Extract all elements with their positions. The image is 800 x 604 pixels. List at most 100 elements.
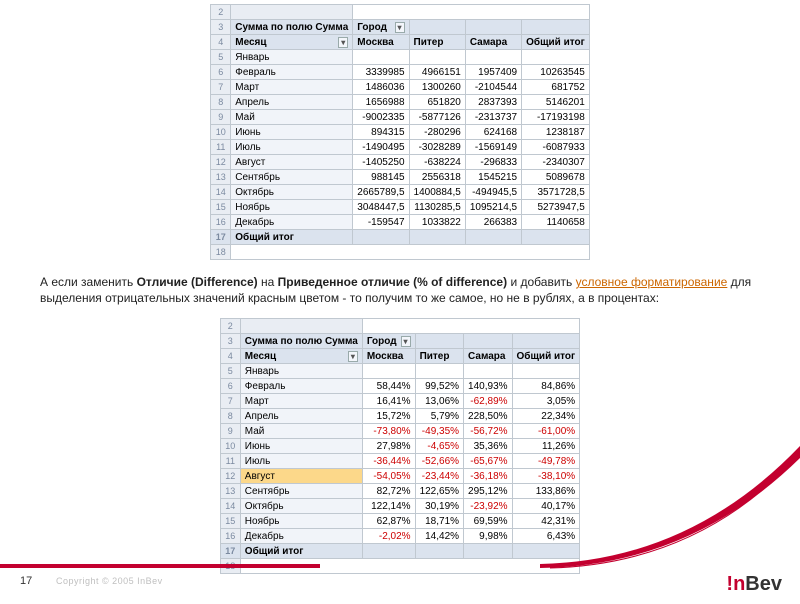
data-cell[interactable]: -9002335 (353, 110, 409, 125)
row-label[interactable]: Январь (240, 364, 362, 379)
data-cell[interactable]: 35,36% (464, 439, 512, 454)
data-cell[interactable]: 6,43% (512, 529, 580, 544)
row-label[interactable]: Январь (231, 50, 353, 65)
data-cell[interactable] (353, 50, 409, 65)
data-cell[interactable]: 1300260 (409, 80, 465, 95)
data-cell[interactable]: -494945,5 (465, 185, 521, 200)
data-cell[interactable]: 42,31% (512, 514, 580, 529)
data-cell[interactable]: 3048447,5 (353, 200, 409, 215)
row-label[interactable]: Ноябрь (240, 514, 362, 529)
row-label[interactable]: Февраль (240, 379, 362, 394)
column-header[interactable]: Питер (415, 349, 463, 364)
row-label[interactable]: Июнь (231, 125, 353, 140)
data-cell[interactable]: 99,52% (415, 379, 463, 394)
data-cell[interactable]: 122,65% (415, 484, 463, 499)
data-cell[interactable]: 2556318 (409, 170, 465, 185)
data-cell[interactable]: -5877126 (409, 110, 465, 125)
data-cell[interactable]: 1130285,5 (409, 200, 465, 215)
row-label[interactable]: Декабрь (240, 529, 362, 544)
data-cell[interactable]: 18,71% (415, 514, 463, 529)
data-cell[interactable] (362, 364, 415, 379)
data-cell[interactable]: -2104544 (465, 80, 521, 95)
data-cell[interactable]: -1569149 (465, 140, 521, 155)
data-cell[interactable]: 1486036 (353, 80, 409, 95)
data-cell[interactable]: 1545215 (465, 170, 521, 185)
data-cell[interactable]: 84,86% (512, 379, 580, 394)
row-label[interactable]: Май (231, 110, 353, 125)
data-cell[interactable]: 1095214,5 (465, 200, 521, 215)
column-header[interactable]: Москва (353, 35, 409, 50)
data-cell[interactable]: 62,87% (362, 514, 415, 529)
data-cell[interactable] (464, 364, 512, 379)
row-label[interactable]: Август (231, 155, 353, 170)
conditional-formatting-link[interactable]: условное форматирование (576, 275, 728, 289)
data-cell[interactable]: 40,17% (512, 499, 580, 514)
data-cell[interactable]: -23,44% (415, 469, 463, 484)
data-cell[interactable]: -2313737 (465, 110, 521, 125)
row-label[interactable]: Июль (240, 454, 362, 469)
data-cell[interactable] (415, 364, 463, 379)
data-cell[interactable]: -296833 (465, 155, 521, 170)
data-cell[interactable] (522, 50, 590, 65)
data-cell[interactable]: -17193198 (522, 110, 590, 125)
month-field-dropdown[interactable]: Месяц▾ (231, 35, 353, 50)
data-cell[interactable]: -73,80% (362, 424, 415, 439)
row-label[interactable]: Сентябрь (240, 484, 362, 499)
data-cell[interactable]: -638224 (409, 155, 465, 170)
row-label[interactable]: Апрель (231, 95, 353, 110)
row-label[interactable]: Октябрь (231, 185, 353, 200)
data-cell[interactable]: 3339985 (353, 65, 409, 80)
row-label[interactable]: Июнь (240, 439, 362, 454)
data-cell[interactable]: -1405250 (353, 155, 409, 170)
data-cell[interactable]: 1140658 (522, 215, 590, 230)
data-cell[interactable]: -36,44% (362, 454, 415, 469)
data-cell[interactable]: 11,26% (512, 439, 580, 454)
row-label[interactable]: Май (240, 424, 362, 439)
data-cell[interactable] (409, 50, 465, 65)
data-cell[interactable]: 228,50% (464, 409, 512, 424)
data-cell[interactable]: 16,41% (362, 394, 415, 409)
data-cell[interactable]: -54,05% (362, 469, 415, 484)
data-cell[interactable]: 5146201 (522, 95, 590, 110)
data-cell[interactable]: 22,34% (512, 409, 580, 424)
data-cell[interactable]: 5273947,5 (522, 200, 590, 215)
data-cell[interactable]: 1957409 (465, 65, 521, 80)
data-cell[interactable]: 69,59% (464, 514, 512, 529)
data-cell[interactable]: -49,35% (415, 424, 463, 439)
row-label[interactable]: Август (240, 469, 362, 484)
data-cell[interactable] (465, 50, 521, 65)
data-cell[interactable]: 13,06% (415, 394, 463, 409)
column-header[interactable]: Общий итог (522, 35, 590, 50)
data-cell[interactable]: 5,79% (415, 409, 463, 424)
data-cell[interactable]: -65,67% (464, 454, 512, 469)
data-cell[interactable]: 1238187 (522, 125, 590, 140)
data-cell[interactable]: 122,14% (362, 499, 415, 514)
data-cell[interactable]: 3571728,5 (522, 185, 590, 200)
data-cell[interactable]: 27,98% (362, 439, 415, 454)
data-cell[interactable]: 1656988 (353, 95, 409, 110)
data-cell[interactable]: 58,44% (362, 379, 415, 394)
data-cell[interactable]: -23,92% (464, 499, 512, 514)
data-cell[interactable]: 140,93% (464, 379, 512, 394)
city-field-dropdown[interactable]: Город▾ (353, 20, 409, 35)
column-header[interactable]: Москва (362, 349, 415, 364)
data-cell[interactable]: 4966151 (409, 65, 465, 80)
city-field-dropdown[interactable]: Город▾ (362, 334, 415, 349)
data-cell[interactable]: -280296 (409, 125, 465, 140)
data-cell[interactable]: 9,98% (464, 529, 512, 544)
data-cell[interactable]: -6087933 (522, 140, 590, 155)
row-label[interactable]: Декабрь (231, 215, 353, 230)
data-cell[interactable]: -49,78% (512, 454, 580, 469)
column-header[interactable]: Питер (409, 35, 465, 50)
data-cell[interactable]: -4,65% (415, 439, 463, 454)
data-cell[interactable]: 624168 (465, 125, 521, 140)
data-cell[interactable]: -159547 (353, 215, 409, 230)
data-cell[interactable]: 2665789,5 (353, 185, 409, 200)
data-cell[interactable]: 681752 (522, 80, 590, 95)
data-cell[interactable]: 15,72% (362, 409, 415, 424)
data-cell[interactable]: 14,42% (415, 529, 463, 544)
data-cell[interactable]: 295,12% (464, 484, 512, 499)
row-label[interactable]: Апрель (240, 409, 362, 424)
month-field-dropdown[interactable]: Месяц▾ (240, 349, 362, 364)
data-cell[interactable]: 1400884,5 (409, 185, 465, 200)
